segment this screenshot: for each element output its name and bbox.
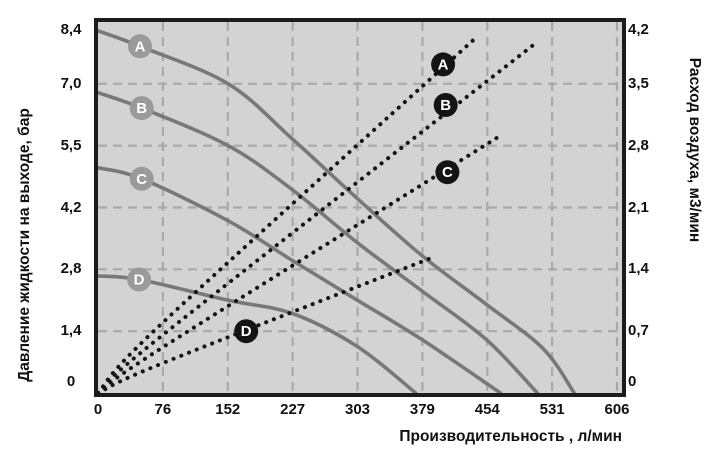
y-left-tick-label: 0 xyxy=(66,373,76,390)
curve-badge-letter-pressure-B: B xyxy=(136,100,147,117)
y-left-tick-label: 4,2 xyxy=(60,198,82,216)
curve-badge-pressure-D xyxy=(127,267,152,292)
y-left-tick-label: 7,0 xyxy=(60,74,82,92)
curve-badge-letter-pressure-D: D xyxy=(134,272,145,289)
curve-pressure-B xyxy=(98,90,540,393)
x-tick-label: 76 xyxy=(154,401,172,418)
x-tick-label: 454 xyxy=(474,401,500,418)
curve-pressure-C xyxy=(98,166,503,393)
y-left-tick-label: 2,8 xyxy=(60,260,82,278)
curve-badge-air-B xyxy=(433,93,458,117)
y-left-tick-label: 8,4 xyxy=(60,21,82,38)
curve-badge-air-D xyxy=(234,319,259,344)
curve-badge-letter-air-D: D xyxy=(241,323,252,340)
y-right-tick-label: 4,2 xyxy=(628,21,649,38)
y-left-tick-label: 5,5 xyxy=(60,136,82,154)
curve-badge-pressure-B xyxy=(129,96,154,121)
y-right-tick-label: 0,7 xyxy=(628,322,649,340)
y-right-tick-label: 3,5 xyxy=(628,74,649,92)
curve-air-A xyxy=(98,35,478,393)
x-axis-title: Производительность , л/мин xyxy=(399,428,622,445)
x-tick-label: 379 xyxy=(409,401,435,418)
y-right-tick-label: 0 xyxy=(628,373,637,390)
curve-pressure-A xyxy=(98,29,576,393)
curve-badge-letter-pressure-A: A xyxy=(135,38,146,55)
curve-badge-air-C xyxy=(435,160,460,185)
curve-badge-air-A xyxy=(431,52,456,77)
curve-badge-letter-air-C: C xyxy=(442,164,453,181)
x-tick-label: 227 xyxy=(280,401,306,418)
x-tick-label: 606 xyxy=(604,401,630,418)
y-left-axis-title: Давление жидкости на выходе, бар xyxy=(16,108,33,382)
x-tick-label: 0 xyxy=(93,401,103,418)
curve-badge-pressure-C xyxy=(129,166,154,191)
x-tick-label: 152 xyxy=(215,401,241,418)
plot-canvas: A B C D A B C D xyxy=(98,22,622,393)
curve-badge-letter-air-A: A xyxy=(438,56,449,73)
curve-air-C xyxy=(98,135,500,393)
y-left-tick-label: 1,4 xyxy=(60,322,82,340)
curve-air-D xyxy=(98,255,436,393)
curve-badge-letter-air-B: B xyxy=(440,97,451,114)
curve-badge-letter-pressure-C: C xyxy=(136,171,147,188)
plot-area: A B C D A B C D xyxy=(94,18,626,397)
y-right-tick-label: 2,1 xyxy=(628,198,649,216)
y-right-axis-title: Расход воздуха, м3/мин xyxy=(686,57,703,243)
curve-air-B xyxy=(98,41,538,393)
y-right-tick-label: 2,8 xyxy=(628,136,649,154)
x-tick-label: 531 xyxy=(539,401,565,418)
x-tick-label: 303 xyxy=(344,401,371,418)
y-right-tick-label: 1,4 xyxy=(628,260,649,278)
curve-badge-pressure-A xyxy=(128,34,152,59)
